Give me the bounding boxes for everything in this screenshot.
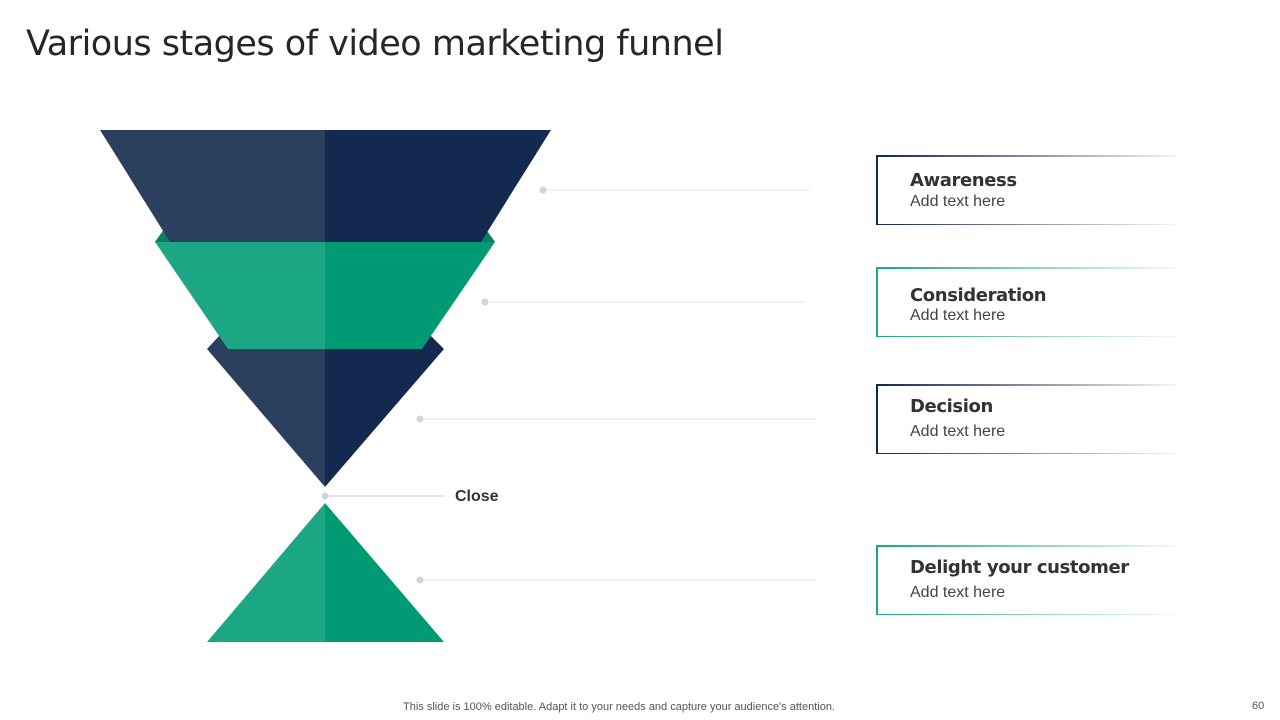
stage-heading: Consideration bbox=[910, 285, 1047, 306]
stage-text: Add text here bbox=[910, 193, 1006, 210]
funnel-decision-layer bbox=[207, 335, 444, 487]
stage-text: Add text here bbox=[910, 307, 1006, 324]
funnel-awareness-layer bbox=[100, 130, 551, 242]
funnel-consideration-layer bbox=[155, 228, 495, 349]
stage-text: Add text here bbox=[910, 423, 1006, 440]
stage-heading: Delight your customer bbox=[910, 557, 1129, 578]
stage-card-consideration: Consideration Add text here bbox=[876, 267, 1176, 337]
funnel-delight-triangle bbox=[207, 503, 444, 642]
stage-heading: Awareness bbox=[910, 170, 1017, 191]
connector-lines bbox=[325, 189, 815, 581]
slide-title: Various stages of video marketing funnel bbox=[26, 24, 724, 64]
footer-note: This slide is 100% editable. Adapt it to… bbox=[403, 701, 835, 713]
close-label: Close bbox=[455, 488, 499, 505]
connector-dots bbox=[321, 186, 547, 584]
stage-card-awareness: Awareness Add text here bbox=[876, 155, 1176, 225]
stage-card-delight: Delight your customer Add text here bbox=[876, 545, 1176, 615]
stage-heading: Decision bbox=[910, 396, 993, 417]
page-number: 60 bbox=[1252, 700, 1265, 712]
stage-text: Add text here bbox=[910, 584, 1006, 601]
stage-card-decision: Decision Add text here bbox=[876, 384, 1176, 454]
